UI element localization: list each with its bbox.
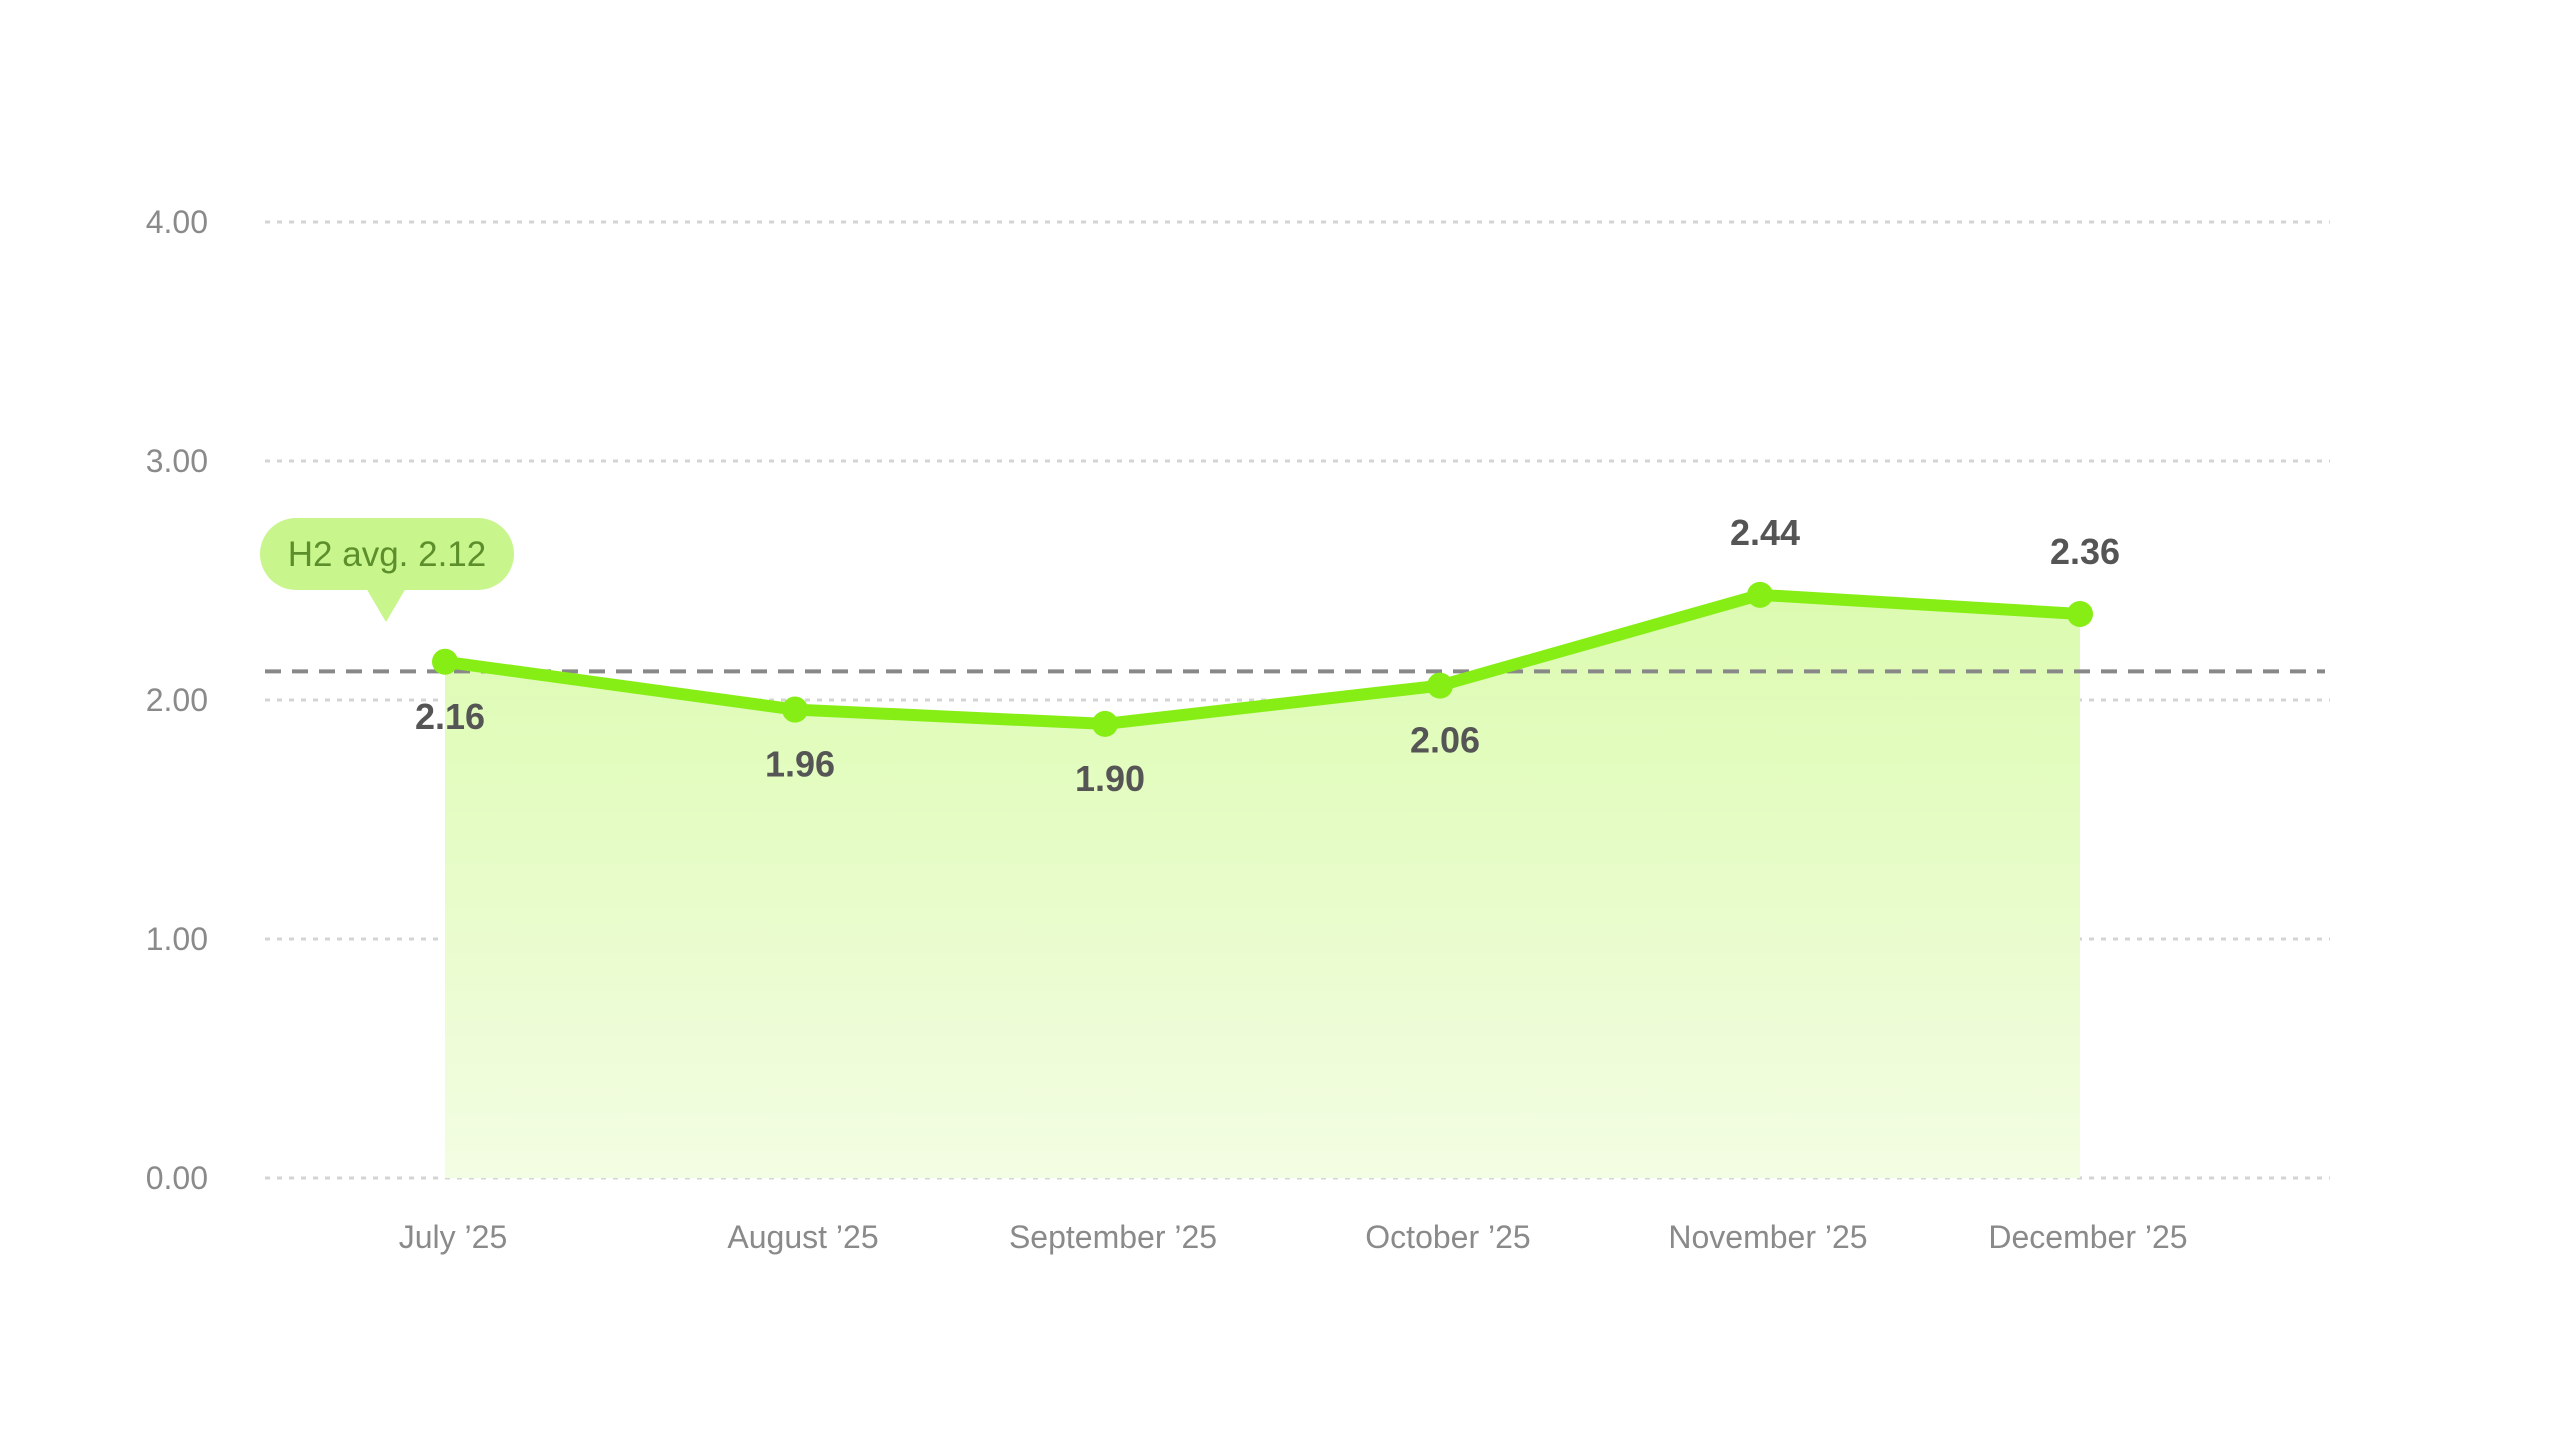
y-tick-label: 0.00 [146, 1160, 208, 1196]
data-points [432, 581, 2093, 737]
x-axis-ticks: July ’25 August ’25 September ’25 October ’… [399, 1219, 2188, 1255]
y-tick-label: 3.00 [146, 443, 208, 479]
x-tick-label: October ’25 [1365, 1219, 1530, 1255]
y-tick-label: 1.00 [146, 921, 208, 957]
series-area-fill [445, 594, 2080, 1178]
data-point [1427, 672, 1453, 699]
data-point [1747, 581, 1773, 608]
x-tick-label: August ’25 [727, 1219, 878, 1255]
data-label: 1.90 [1075, 758, 1145, 799]
average-callout: H2 avg. 2.12 [260, 518, 514, 622]
x-tick-label: July ’25 [399, 1219, 508, 1255]
data-label: 2.36 [2050, 531, 2120, 572]
data-label: 2.16 [415, 696, 485, 737]
y-tick-label: 4.00 [146, 204, 208, 240]
data-labels: 2.16 1.96 1.90 2.06 2.44 2.36 [415, 512, 2120, 799]
data-point [782, 696, 808, 723]
y-tick-label: 2.00 [146, 682, 208, 718]
data-label: 2.06 [1410, 720, 1480, 761]
average-callout-label: H2 avg. 2.12 [288, 535, 486, 574]
x-tick-label: December ’25 [1988, 1219, 2187, 1255]
data-label: 2.44 [1730, 512, 1800, 553]
x-tick-label: November ’25 [1668, 1219, 1867, 1255]
data-point [2067, 600, 2093, 627]
average-callout-bubble [260, 518, 514, 590]
y-axis-ticks: 0.00 1.00 2.00 3.00 4.00 [146, 204, 208, 1196]
data-point [432, 648, 458, 675]
x-tick-label: September ’25 [1009, 1219, 1217, 1255]
average-callout-pointer [366, 588, 406, 622]
data-point [1092, 710, 1118, 737]
data-label: 1.96 [765, 744, 835, 785]
series-line [439, 588, 2086, 730]
